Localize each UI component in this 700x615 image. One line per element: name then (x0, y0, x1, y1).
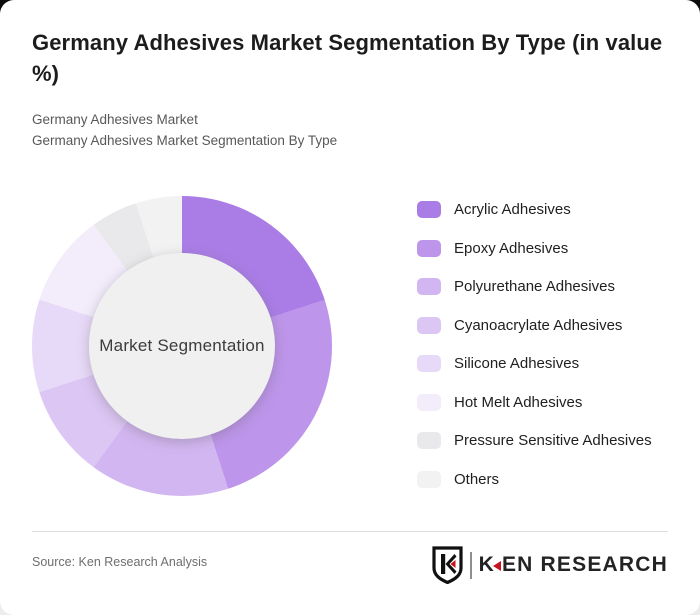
logo-divider-bar (469, 551, 472, 579)
legend-swatch (417, 278, 441, 295)
legend-item: Cyanoacrylate Adhesives (417, 313, 677, 338)
ken-research-logo: K EN RESEARCH (431, 545, 668, 585)
legend-label: Epoxy Adhesives (454, 239, 569, 257)
subtitle-block: Germany Adhesives Market Germany Adhesiv… (32, 110, 337, 152)
legend-swatch (417, 393, 441, 411)
legend-label: Polyurethane Adhesives (454, 278, 615, 295)
donut-center: Market Segmentation (89, 253, 275, 439)
footer-divider (32, 531, 668, 532)
legend-label: Pressure Sensitive Adhesives (454, 432, 652, 449)
legend-item: Epoxy Adhesives (417, 236, 677, 261)
legend-swatch (417, 355, 441, 372)
chart-legend: Acrylic Adhesives Epoxy Adhesives Polyuret… (417, 197, 677, 505)
logo-rest: EN RESEARCH (501, 553, 668, 576)
donut-center-label: Market Segmentation (99, 336, 265, 355)
legend-label: Cyanoacrylate Adhesives (454, 316, 623, 334)
legend-label: Acrylic Adhesives (454, 201, 571, 218)
legend-item: Acrylic Adhesives (417, 197, 677, 222)
legend-label: Others (454, 470, 500, 488)
legend-item: Others (417, 467, 677, 492)
source-note: Source: Ken Research Analysis (32, 555, 208, 569)
logo-wordmark: K EN RESEARCH (479, 553, 668, 577)
legend-swatch (417, 316, 441, 334)
legend-item: Polyurethane Adhesives (417, 274, 677, 299)
subtitle-line-1: Germany Adhesives Market (32, 112, 198, 127)
legend-label: Silicone Adhesives (454, 355, 580, 372)
red-arrow-icon (492, 561, 501, 571)
subtitle-line-2: Germany Adhesives Market Segmentation By… (32, 132, 338, 148)
shield-k-icon (431, 546, 463, 584)
legend-swatch (417, 239, 441, 257)
legend-item: Hot Melt Adhesives (417, 390, 677, 415)
legend-swatch (417, 432, 441, 449)
legend-label: Hot Melt Adhesives (454, 393, 583, 411)
legend-swatch (417, 201, 441, 218)
logo-letter-k: K (478, 553, 495, 576)
legend-item: Silicone Adhesives (417, 351, 677, 376)
donut-chart: Market Segmentation (32, 196, 332, 496)
legend-item: Pressure Sensitive Adhesives (417, 428, 677, 453)
legend-swatch (417, 470, 441, 488)
page-title: Germany Adhesives Market Segmentation By… (32, 30, 663, 87)
